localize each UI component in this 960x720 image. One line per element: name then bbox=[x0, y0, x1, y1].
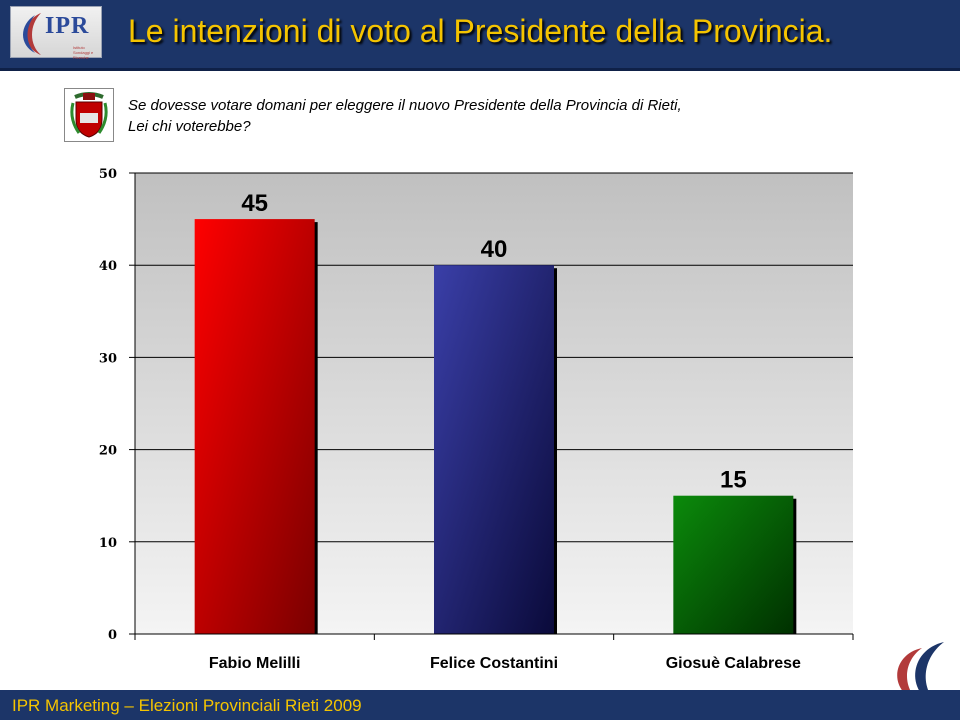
survey-question: Se dovesse votare domani per eleggere il… bbox=[128, 95, 848, 137]
y-tick-label: 0 bbox=[108, 628, 117, 643]
footer-text: IPR Marketing – Elezioni Provinciali Rie… bbox=[12, 696, 362, 715]
x-tick-label: Felice Costantini bbox=[430, 655, 558, 672]
bar bbox=[194, 219, 315, 634]
footer-bar: IPR Marketing – Elezioni Provinciali Rie… bbox=[0, 690, 960, 720]
data-label: 45 bbox=[241, 190, 268, 217]
bar bbox=[673, 495, 794, 634]
logo-subtitle: Istituto Sondaggi e Ricerche bbox=[73, 45, 94, 60]
y-tick-label: 10 bbox=[99, 536, 117, 551]
header-bar: IPR Istituto Sondaggi e Ricerche Le inte… bbox=[0, 0, 960, 71]
x-tick-label: Giosuè Calabrese bbox=[666, 655, 801, 672]
bar bbox=[434, 265, 554, 634]
y-tick-label: 50 bbox=[99, 167, 117, 182]
x-tick-label: Fabio Melilli bbox=[209, 655, 301, 672]
y-tick-label: 20 bbox=[99, 444, 117, 459]
provincia-di-rieti-crest-icon bbox=[64, 88, 114, 142]
ipr-logo-crescent bbox=[23, 13, 41, 55]
bars: 45 40 15 bbox=[194, 190, 797, 634]
y-tick-label: 30 bbox=[99, 351, 117, 366]
logo-text: IPR bbox=[45, 13, 90, 39]
y-tick-label: 40 bbox=[99, 259, 117, 274]
survey-question-line1: Se dovesse votare domani per eleggere il… bbox=[128, 97, 682, 114]
bar-chart: 45 40 15 0 10 20 30 40 50 Fabio Melilli Felice Co… bbox=[99, 167, 854, 672]
data-label: 15 bbox=[720, 467, 747, 494]
data-label: 40 bbox=[481, 236, 508, 263]
survey-question-line2: Lei chi voterebbe? bbox=[128, 118, 251, 135]
ipr-logo-icon: IPR Istituto Sondaggi e Ricerche bbox=[10, 6, 102, 60]
page-title: Le intenzioni di voto al Presidente dell… bbox=[128, 13, 833, 49]
axes: 0 10 20 30 40 50 Fabio Melilli Felice Costantin… bbox=[99, 167, 854, 672]
